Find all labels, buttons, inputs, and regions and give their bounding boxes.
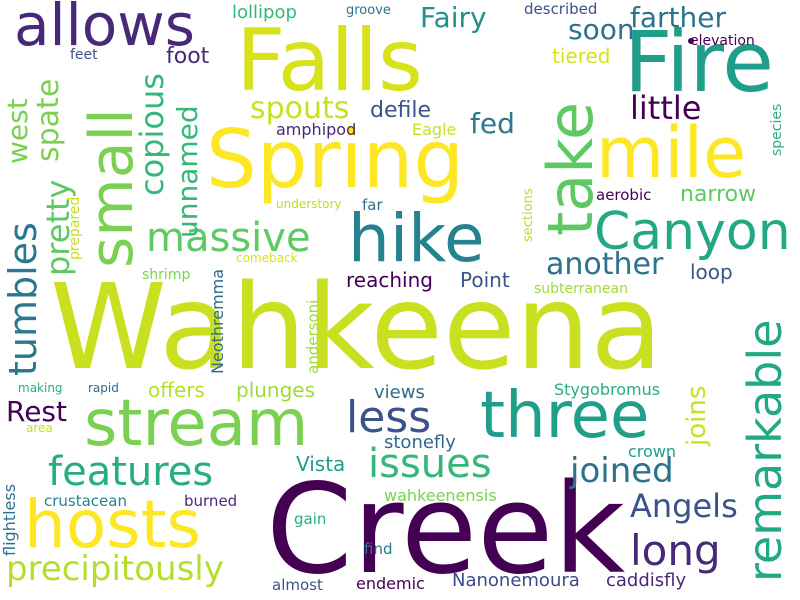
word-wahkeenensis: wahkeenensis bbox=[384, 486, 497, 505]
word-copious: copious bbox=[133, 73, 171, 196]
word-little: little bbox=[630, 89, 702, 127]
word-reaching: reaching bbox=[346, 268, 433, 292]
word-massive: massive bbox=[146, 215, 311, 261]
word-vista: Vista bbox=[296, 452, 346, 476]
word-defile: defile bbox=[370, 98, 432, 123]
word-elevation: elevation bbox=[690, 33, 755, 49]
word-aerobic: aerobic bbox=[596, 186, 652, 204]
word-offers: offers bbox=[148, 378, 205, 402]
word-lollipop: lollipop bbox=[232, 2, 297, 23]
word-less: less bbox=[346, 392, 432, 443]
word-eagle: Eagle bbox=[412, 120, 457, 139]
word-falls: Falls bbox=[236, 11, 423, 111]
word-shrimp: shrimp bbox=[142, 267, 191, 283]
word-take: take bbox=[534, 101, 607, 236]
dot-mark bbox=[688, 38, 694, 44]
word-issues: issues bbox=[368, 441, 492, 487]
word-three: three bbox=[480, 379, 650, 453]
word-groove: groove bbox=[346, 3, 391, 18]
word-crown: crown bbox=[628, 442, 677, 461]
word-species: species bbox=[769, 103, 785, 156]
word-subterranean: subterranean bbox=[534, 281, 628, 297]
word-farther: farther bbox=[630, 1, 726, 34]
word-tiered: tiered bbox=[552, 44, 611, 68]
word-creek: Creek bbox=[266, 458, 626, 600]
word-west: west bbox=[1, 98, 34, 164]
word-long: long bbox=[630, 526, 721, 575]
word-hosts: hosts bbox=[24, 486, 201, 563]
word-fed: fed bbox=[470, 107, 515, 140]
word-features: features bbox=[48, 449, 214, 495]
word-fire: Fire bbox=[624, 13, 774, 111]
word-spate: spate bbox=[31, 78, 66, 162]
word-flightless: flightless bbox=[0, 483, 19, 556]
word-views: views bbox=[374, 382, 425, 403]
word-amphipod: amphipod bbox=[276, 120, 357, 139]
word-remarkable: remarkable bbox=[738, 319, 792, 582]
word-stonefly: stonefly bbox=[384, 432, 456, 453]
word-precipitously: precipitously bbox=[6, 549, 224, 589]
word-unnamed: unnamed bbox=[171, 105, 204, 238]
word-angels: Angels bbox=[630, 487, 738, 525]
word-mile: mile bbox=[596, 112, 747, 194]
word-joined: joined bbox=[570, 451, 674, 491]
word-loop: loop bbox=[690, 260, 733, 284]
word-endemic: endemic bbox=[356, 574, 425, 593]
word-making: making bbox=[18, 381, 63, 395]
word-gain: gain bbox=[294, 510, 327, 528]
word-described: described bbox=[524, 0, 598, 18]
word-allows: allows bbox=[14, 0, 195, 59]
word-rest: Rest bbox=[6, 395, 67, 428]
word-burned: burned bbox=[184, 492, 238, 510]
word-spouts: spouts bbox=[250, 91, 350, 126]
word-area: area bbox=[26, 421, 53, 435]
word-andersoni: andersoni bbox=[304, 299, 322, 374]
word-almost: almost bbox=[272, 576, 323, 594]
word-prepared: prepared bbox=[67, 196, 83, 260]
word-soon: soon bbox=[568, 13, 635, 46]
word-stream: stream bbox=[84, 387, 309, 461]
word-far: far bbox=[362, 196, 383, 214]
word-sections: sections bbox=[521, 188, 536, 242]
word-spring: Spring bbox=[206, 113, 465, 206]
word-stygobromus: Stygobromus bbox=[554, 380, 661, 399]
word-another: another bbox=[546, 247, 664, 282]
word-joins: joins bbox=[682, 385, 712, 446]
word-understory: understory bbox=[276, 197, 342, 211]
word-rapid: rapid bbox=[88, 381, 119, 395]
word-canyon: Canyon bbox=[594, 202, 791, 262]
word-plunges: plunges bbox=[236, 378, 316, 402]
word-crustacean: crustacean bbox=[44, 492, 127, 510]
word-foot: foot bbox=[166, 44, 210, 69]
word-nanonemoura: Nanonemoura bbox=[452, 570, 580, 591]
word-feet: feet bbox=[70, 47, 98, 63]
word-caddisfly: caddisfly bbox=[606, 570, 687, 591]
word-neothremma: Neothremma bbox=[208, 268, 227, 374]
word-wahkeena: Wahkeena bbox=[50, 258, 663, 396]
word-point: Point bbox=[460, 268, 510, 292]
word-find: find bbox=[364, 540, 393, 558]
word-comeback: comeback bbox=[236, 251, 298, 265]
word-tumbles: tumbles bbox=[1, 222, 45, 376]
word-hike: hike bbox=[348, 200, 485, 277]
word-narrow: narrow bbox=[680, 182, 757, 207]
word-fairy: Fairy bbox=[420, 1, 487, 34]
